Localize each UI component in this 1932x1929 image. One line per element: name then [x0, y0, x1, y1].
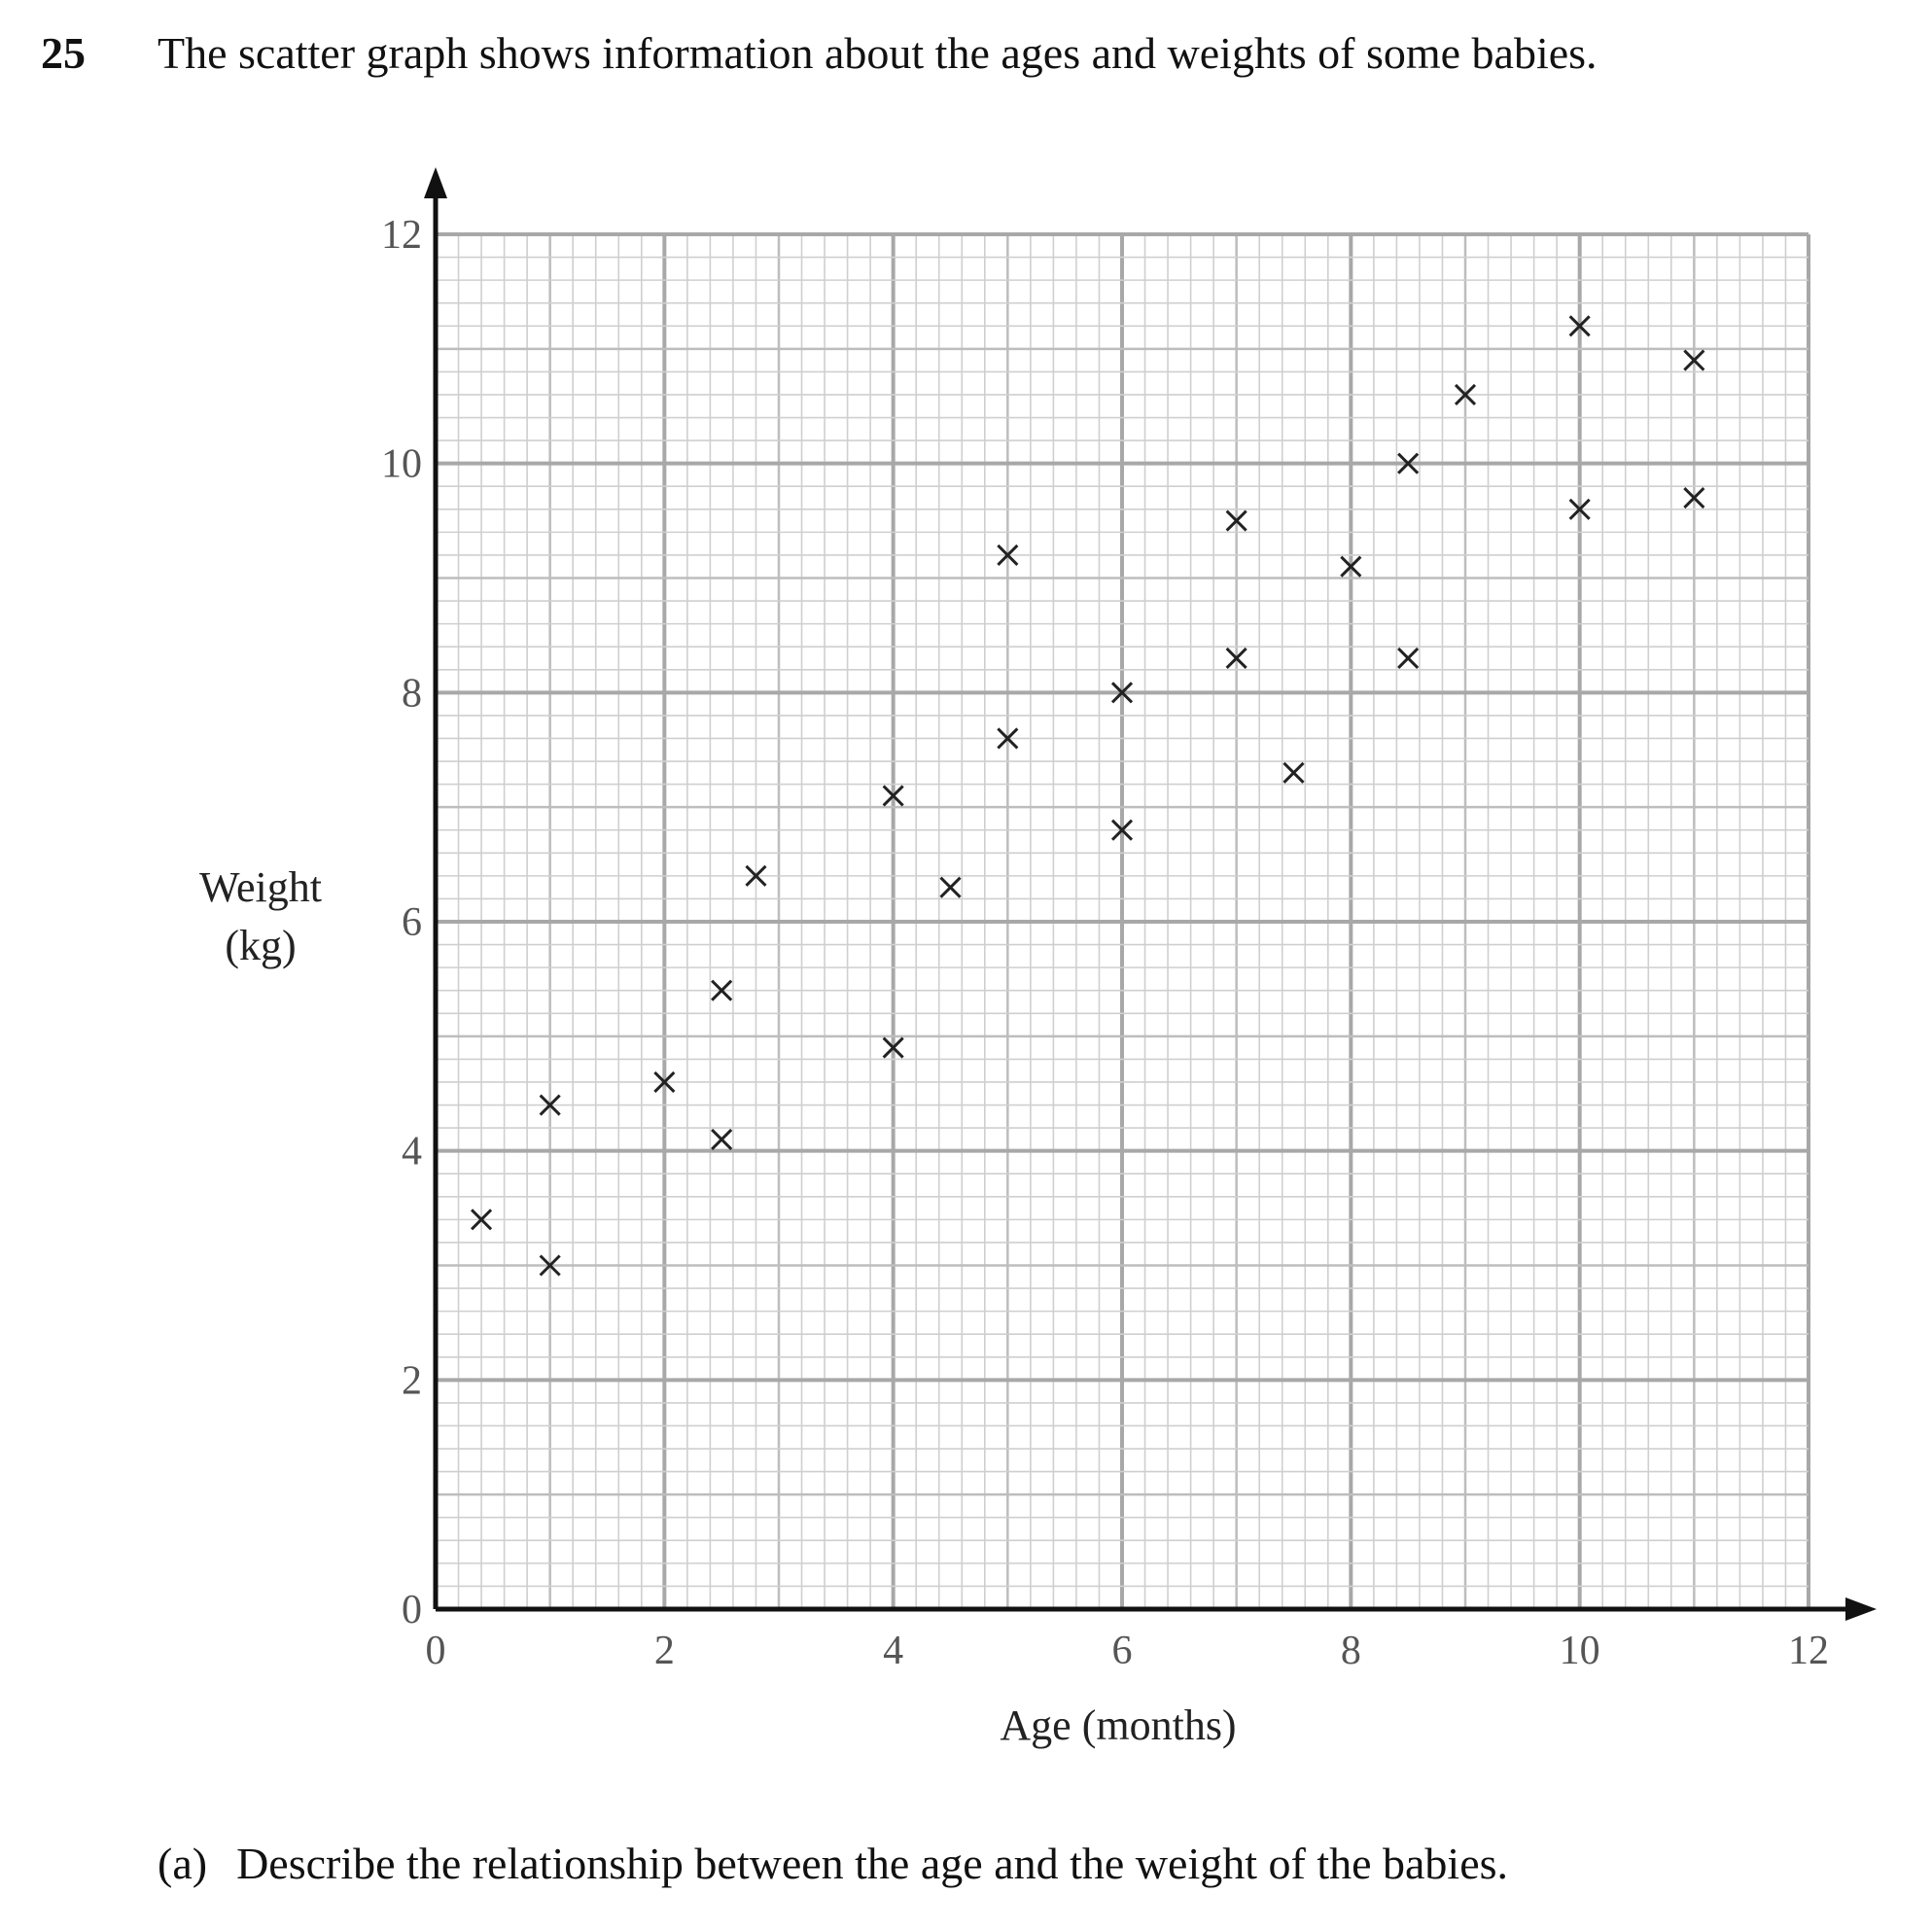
x-tick-label: 10: [1560, 1629, 1600, 1673]
x-tick-label: 0: [426, 1629, 446, 1673]
data-point: [882, 1036, 904, 1059]
x-tick-label: 2: [654, 1629, 675, 1673]
data-point: [1397, 647, 1420, 670]
y-tick-label: 4: [402, 1130, 422, 1175]
data-point: [997, 544, 1019, 566]
data-point: [471, 1209, 493, 1231]
y-axis-label-line-2: (kg): [225, 922, 296, 969]
data-points: [471, 315, 1705, 1277]
data-point: [539, 1254, 561, 1277]
part-a-text: Describe the relationship between the ag…: [236, 1839, 1509, 1888]
tick-labels: 0 2 4 6 8 10 12 0 2 4 6 8 10 12: [381, 213, 1829, 1673]
x-axis-arrow: [1845, 1597, 1877, 1621]
x-axis-label: Age (months): [1000, 1701, 1236, 1749]
y-tick-label: 0: [402, 1588, 422, 1632]
data-point: [1568, 498, 1591, 520]
x-tick-label: 4: [883, 1629, 903, 1673]
data-point: [711, 1128, 733, 1150]
question-number: 25: [41, 28, 86, 78]
y-axis-arrow: [424, 167, 447, 198]
y-tick-label: 12: [381, 213, 422, 258]
grid: [434, 232, 1810, 1611]
data-point: [1568, 315, 1591, 337]
y-tick-label: 8: [402, 671, 422, 716]
data-point: [653, 1070, 676, 1094]
data-point: [997, 727, 1019, 750]
y-axis-label-line-1: Weight: [199, 863, 322, 911]
data-point: [1683, 349, 1705, 371]
y-tick-label: 6: [402, 900, 422, 945]
data-point: [1110, 819, 1134, 841]
question-text: The scatter graph shows information abou…: [158, 28, 1598, 78]
data-point: [1110, 682, 1134, 704]
y-tick-label: 2: [402, 1358, 422, 1403]
x-tick-label: 12: [1788, 1629, 1829, 1673]
axes: [424, 167, 1877, 1621]
x-tick-label: 6: [1112, 1629, 1133, 1673]
data-point: [1454, 383, 1477, 406]
data-point: [939, 876, 962, 898]
data-point: [882, 785, 904, 807]
data-point: [1282, 761, 1305, 784]
x-tick-label: 8: [1341, 1629, 1361, 1673]
data-point: [1225, 647, 1247, 670]
part-a-label: (a): [158, 1839, 208, 1888]
data-point: [1225, 509, 1247, 532]
data-point: [1340, 555, 1362, 578]
data-point: [711, 979, 733, 1001]
data-point: [1683, 486, 1705, 509]
data-point: [1397, 452, 1420, 474]
data-point: [745, 864, 767, 887]
data-point: [539, 1094, 561, 1116]
y-tick-label: 10: [381, 442, 422, 487]
part-a: (a) Describe the relationship between the…: [158, 1838, 1508, 1889]
